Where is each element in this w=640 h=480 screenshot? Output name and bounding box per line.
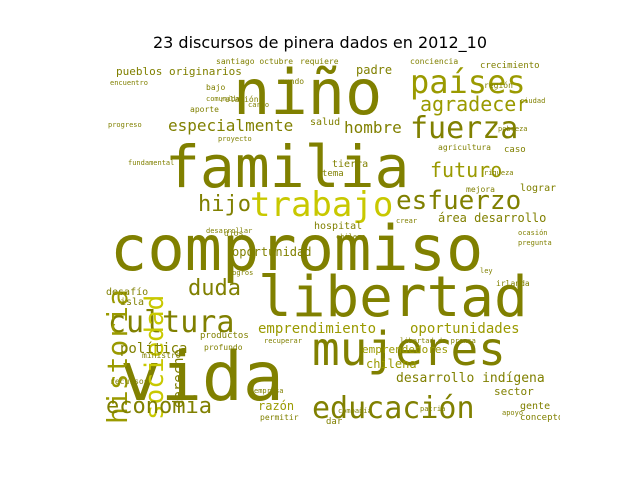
word-empresa: empresa: [254, 387, 284, 395]
word-cloud: compromiso familia niño vida libertad mujeres…: [100, 58, 560, 428]
word-región: región: [484, 81, 513, 90]
word-logros: logros: [228, 269, 254, 277]
word-crear: crear: [396, 217, 418, 225]
word-pobreza: pobreza: [498, 125, 528, 133]
word-productos: productos: [200, 331, 249, 341]
word-padre: padre: [356, 63, 393, 77]
word-apoyo: apoyo: [502, 409, 524, 417]
word-mundo: mundo: [280, 77, 305, 86]
word-niño: niño: [233, 58, 383, 129]
word-hombre: hombre: [344, 118, 402, 137]
word-patria: patria: [420, 405, 446, 413]
word-caso: caso: [504, 145, 526, 155]
word-familia: familia: [165, 133, 410, 201]
figure-title: 23 discursos de pinera dados en 2012_10: [152, 33, 488, 52]
word-concepto: concepto: [520, 413, 560, 423]
word-aporte: aporte: [190, 105, 219, 114]
word-mejora: mejora: [466, 185, 495, 194]
word-requiere: requiere: [300, 58, 339, 66]
word-desafío: desafío: [106, 287, 149, 298]
word-irlanda: irlanda: [496, 279, 530, 288]
word-oportunidad: oportunidad: [232, 245, 312, 259]
word-fuerza: fuerza: [410, 111, 519, 146]
word-ocasión: ocasión: [518, 229, 548, 237]
word-progreso: progreso: [108, 121, 142, 129]
word-bajo: bajo: [206, 83, 226, 92]
word-recursos: recursos: [110, 377, 149, 386]
word-dar: dar: [326, 417, 343, 427]
word-compromiso: compromiso: [110, 212, 484, 285]
word-proyecto: proyecto: [218, 135, 252, 143]
word-área-desarrollo: área desarrollo: [438, 211, 547, 225]
word-gente: gente: [520, 401, 551, 412]
word-desarrollo-indígena: desarrollo indígena: [396, 371, 545, 386]
word-compañía: compañía: [338, 407, 372, 415]
word-salud: salud: [310, 117, 341, 128]
word-profundo: profundo: [204, 343, 243, 352]
word-conciencia: conciencia: [410, 58, 459, 66]
word-vida: vida: [120, 338, 284, 417]
word-desarrollar: desarrollar: [206, 227, 253, 235]
word-libertad: libertad: [258, 265, 528, 330]
word-relación: relación: [220, 95, 259, 104]
word-fundamental: fundamental: [128, 159, 175, 167]
word-comunidad: comunidad: [206, 95, 244, 103]
word-santiago-octubre: santiago octubre: [216, 58, 294, 66]
word-pueblos-originarios: pueblos originarios: [116, 65, 242, 78]
word-sector: sector: [494, 385, 534, 398]
word-permitir: permitir: [260, 413, 299, 422]
word-ley: ley: [480, 267, 493, 275]
word-riqueza: riqueza: [484, 169, 514, 177]
word-agricultura: agricultura: [438, 143, 491, 152]
word-pregunta: pregunta: [518, 239, 552, 247]
word-emprendimiento: emprendimiento: [258, 321, 377, 337]
word-crecimiento: crecimiento: [480, 61, 540, 71]
word-especialmente: especialmente: [168, 116, 294, 135]
word-encuentro: encuentro: [110, 79, 148, 87]
word-isla: isla: [120, 297, 145, 308]
word-emprendedores: emprendedores: [362, 343, 449, 356]
word-hospital: hospital: [314, 221, 363, 232]
word-duda: duda: [188, 276, 241, 301]
word-ministro: ministro: [142, 351, 181, 360]
word-países: países: [410, 63, 526, 101]
word-futuro: futuro: [430, 158, 503, 182]
word-lograr: lograr: [520, 183, 557, 194]
word-trabajo: trabajo: [250, 185, 394, 225]
word-chileno: chileno: [336, 233, 366, 241]
word-educación: educación: [312, 391, 475, 426]
word-agradecer: agradecer: [420, 92, 529, 116]
word-razón: razón: [258, 399, 295, 413]
word-mujeres: mujeres: [312, 322, 506, 376]
word-cargo: cargo: [248, 101, 270, 109]
word-política: política: [120, 341, 188, 357]
word-hijo: hijo: [198, 192, 251, 217]
word-tema: tema: [322, 169, 344, 179]
word-dios: dios: [224, 229, 244, 238]
word-ciudad: ciudad: [520, 97, 546, 105]
word-cultura: cultura: [108, 305, 235, 340]
word-esfuerzo: esfuerzo: [396, 186, 522, 216]
word-tierra: tierra: [332, 159, 369, 170]
word-recuperar: recuperar: [264, 337, 302, 345]
word-libertad-de-prensa: libertad de prensa: [400, 337, 476, 345]
word-chilena: chilena: [366, 357, 417, 371]
word-economía: economía: [106, 394, 212, 419]
word-oportunidades: oportunidades: [410, 321, 520, 337]
